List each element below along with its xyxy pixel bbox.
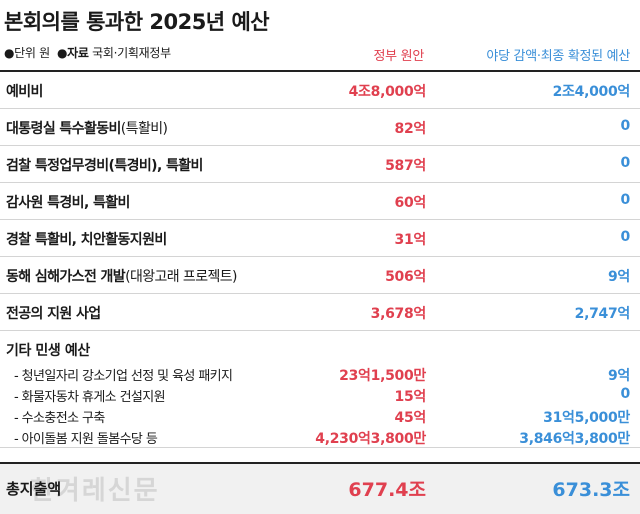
- list-item: - 화물자동차 휴게소 건설지원 15억 0: [0, 384, 640, 406]
- table-body: 예비비 4조8,000억 2조4,000억 대통령실 특수활동비(특활비) 82…: [0, 72, 640, 448]
- list-item: - 수소충전소 구축 45억 31억5,000만: [0, 405, 640, 427]
- column-header-government: 정부 원안: [373, 49, 425, 64]
- government-value: 4조8,000억: [348, 84, 427, 100]
- row-label: 대통령실 특수활동비(특활비): [6, 121, 168, 137]
- page-title: 본회의를 통과한 2025년 예산: [4, 10, 270, 34]
- government-value: 60억: [394, 195, 427, 211]
- total-final-value: 673.3조: [552, 479, 630, 501]
- table-row: 전공의 지원 사업 3,678억 2,747억: [0, 294, 640, 331]
- total-government-value: 677.4조: [348, 479, 426, 501]
- source-label: 자료: [67, 46, 89, 60]
- row-label: 경찰 특활비, 치안활동지원비: [6, 232, 167, 248]
- unit-value: 원: [39, 46, 50, 60]
- item-label: - 화물자동차 휴게소 건설지원: [14, 390, 166, 405]
- table-row: 동해 심해가스전 개발(대왕고래 프로젝트) 506억 9억: [0, 257, 640, 294]
- final-value: 0: [620, 192, 631, 208]
- column-header-final: 야당 감액·최종 확정된 예산: [486, 49, 630, 64]
- final-value: 2,747억: [574, 306, 631, 322]
- final-value: 9억: [607, 368, 630, 384]
- table-row: 경찰 특활비, 치안활동지원비 31억 0: [0, 220, 640, 257]
- row-label: 검찰 특정업무경비(특경비), 특활비: [6, 158, 203, 174]
- table-row: 감사원 특경비, 특활비 60억 0: [0, 183, 640, 220]
- row-label: 전공의 지원 사업: [6, 306, 101, 322]
- final-value: 0: [620, 386, 631, 402]
- row-label: 예비비: [6, 84, 43, 100]
- group-title: 기타 민생 예산: [6, 343, 90, 359]
- watermark-logo: 한겨레신문: [30, 476, 160, 506]
- final-value: 9억: [607, 269, 630, 285]
- government-value: 506억: [385, 269, 426, 285]
- final-value: 0: [620, 155, 631, 171]
- bullet-icon: ●: [56, 46, 68, 60]
- government-value: 3,678억: [370, 306, 427, 322]
- table-row: 예비비 4조8,000억 2조4,000억: [0, 72, 640, 109]
- final-value: 0: [620, 229, 631, 245]
- row-label: 동해 심해가스전 개발(대왕고래 프로젝트): [6, 269, 238, 285]
- government-value: 45억: [394, 410, 427, 426]
- government-value: 4,230억3,800만: [315, 431, 426, 447]
- final-value: 0: [620, 118, 631, 134]
- item-label: - 아이돌봄 지원 돌봄수당 등: [14, 432, 158, 447]
- final-value: 31억5,000만: [543, 410, 630, 426]
- header-divider: [0, 70, 640, 72]
- government-value: 82억: [394, 121, 427, 137]
- government-value: 23억1,500만: [339, 368, 426, 384]
- final-value: 2조4,000억: [552, 84, 631, 100]
- total-row: [0, 464, 640, 514]
- government-value: 587억: [385, 158, 426, 174]
- item-label: - 청년일자리 강소기업 선정 및 육성 패키지: [14, 369, 233, 384]
- other-budget-group: 기타 민생 예산 - 청년일자리 강소기업 선정 및 육성 패키지 23억1,5…: [0, 331, 640, 448]
- total-divider: [0, 462, 640, 464]
- meta-line: ●단위 원 ●자료 국회·기획재정부: [4, 44, 171, 61]
- table-row: 검찰 특정업무경비(특경비), 특활비 587억 0: [0, 146, 640, 183]
- table-row: 대통령실 특수활동비(특활비) 82억 0: [0, 109, 640, 146]
- list-item: - 아이돌봄 지원 돌봄수당 등 4,230억3,800만 3,846억3,80…: [0, 426, 640, 448]
- government-value: 15억: [394, 389, 427, 405]
- unit-label: 단위: [14, 46, 36, 60]
- list-item: - 청년일자리 강소기업 선정 및 육성 패키지 23억1,500만 9억: [0, 363, 640, 385]
- total-label: 총지출액: [6, 480, 62, 498]
- row-label: 감사원 특경비, 특활비: [6, 195, 130, 211]
- bullet-icon: ●: [4, 46, 15, 60]
- government-value: 31억: [394, 232, 427, 248]
- final-value: 3,846억3,800만: [519, 431, 630, 447]
- source-value: 국회·기획재정부: [92, 46, 171, 60]
- item-label: - 수소충전소 구축: [14, 411, 105, 426]
